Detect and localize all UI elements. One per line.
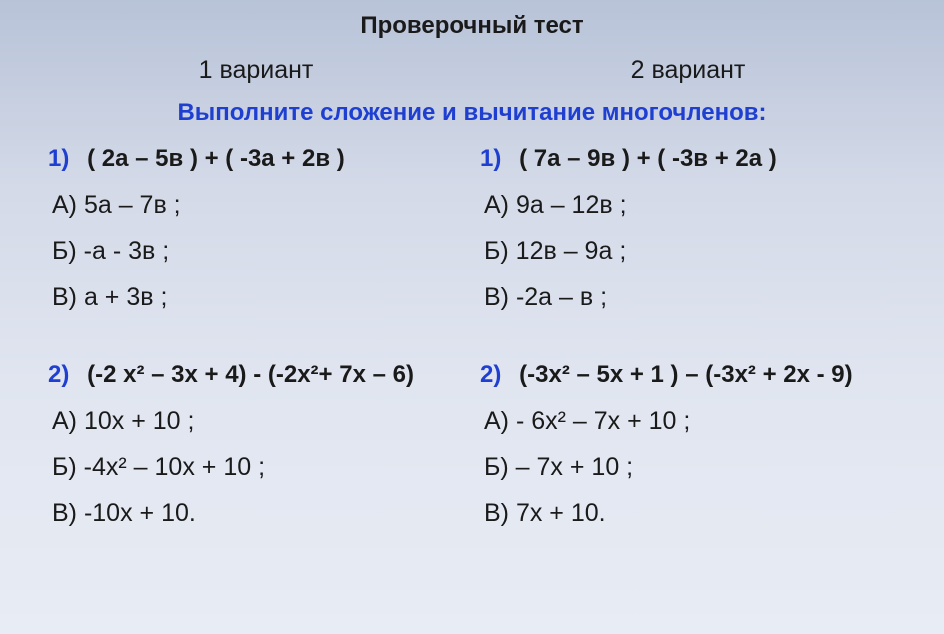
answer-option: В) -10x + 10. (48, 499, 464, 528)
problem-number: 1) (48, 145, 69, 172)
problem-number: 2) (480, 361, 501, 388)
right-column: 1) ( 7a – 9в ) + ( -3в + 2a ) А) 9a – 12… (472, 145, 904, 545)
spacer (48, 329, 464, 361)
answer-option: Б) -a - 3в ; (48, 237, 464, 266)
problem-line: 1) ( 7a – 9в ) + ( -3в + 2a ) (480, 145, 896, 173)
variant-2-label: 2 вариант (472, 56, 904, 85)
answer-option: Б) 12в – 9a ; (480, 237, 896, 266)
problem-expression: (-2 x² – 3x + 4) - (-2x²+ 7x – 6) (74, 361, 414, 388)
answer-option: Б) – 7x + 10 ; (480, 453, 896, 482)
problem-number: 2) (48, 361, 69, 388)
answer-option: А) 5a – 7в ; (48, 191, 464, 220)
answer-option: В) a + 3в ; (48, 283, 464, 312)
problem-expression: ( 2a – 5в ) + ( -3a + 2в ) (74, 145, 345, 172)
instruction-text: Выполните сложение и вычитание многочлен… (40, 99, 904, 127)
problem-line: 1) ( 2a – 5в ) + ( -3a + 2в ) (48, 145, 464, 173)
variant-1-label: 1 вариант (40, 56, 472, 85)
answer-option: А) - 6x² – 7x + 10 ; (480, 407, 896, 436)
problem-expression: (-3x² – 5x + 1 ) – (-3x² + 2x - 9) (506, 361, 853, 388)
problem-expression: ( 7a – 9в ) + ( -3в + 2a ) (506, 145, 777, 172)
answer-option: В) -2a – в ; (480, 283, 896, 312)
left-column: 1) ( 2a – 5в ) + ( -3a + 2в ) А) 5a – 7в… (40, 145, 472, 545)
page-title: Проверочный тест (40, 12, 904, 40)
problem-line: 2) (-3x² – 5x + 1 ) – (-3x² + 2x - 9) (480, 361, 896, 389)
problem-line: 2) (-2 x² – 3x + 4) - (-2x²+ 7x – 6) (48, 361, 464, 389)
answer-option: А) 9a – 12в ; (480, 191, 896, 220)
answer-option: А) 10x + 10 ; (48, 407, 464, 436)
variants-row: 1 вариант 2 вариант (40, 56, 904, 85)
answer-option: Б) -4x² – 10x + 10 ; (48, 453, 464, 482)
problem-number: 1) (480, 145, 501, 172)
columns-container: 1) ( 2a – 5в ) + ( -3a + 2в ) А) 5a – 7в… (40, 145, 904, 545)
spacer (480, 329, 896, 361)
answer-option: В) 7x + 10. (480, 499, 896, 528)
